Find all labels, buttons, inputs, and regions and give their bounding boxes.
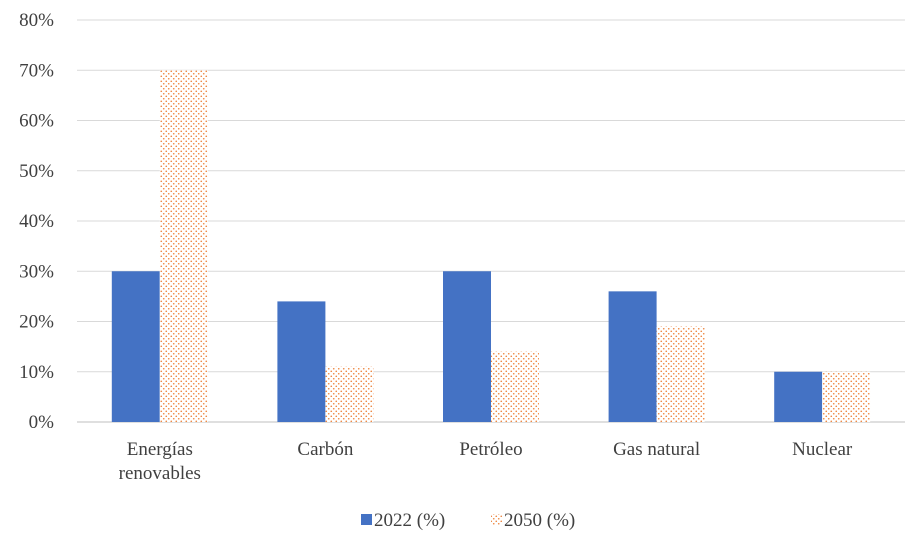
bars [111, 70, 871, 422]
x-axis-categories: Energías renovables Carbón Petróleo Gas natu… [119, 439, 853, 484]
bar-series-1 [774, 371, 823, 422]
x-category-label: Energías renovables [119, 439, 201, 484]
legend-swatch [361, 514, 372, 525]
y-tick-label: 70% [19, 60, 54, 81]
bar-series-2 [491, 351, 539, 422]
x-category-label: Gas natural [613, 439, 700, 460]
y-tick-label: 50% [19, 161, 54, 182]
y-tick-label: 30% [19, 261, 54, 282]
y-tick-label: 10% [19, 362, 54, 383]
y-axis-ticks: 0% 10% 20% 30% 40% 50% 60% 70% 80% [19, 10, 54, 433]
gridlines [77, 19, 905, 423]
x-category-label: Nuclear [792, 439, 853, 460]
y-tick-label: 20% [19, 312, 54, 333]
bar-series-2 [656, 326, 705, 422]
y-tick-label: 60% [19, 111, 54, 132]
bar-series-1 [608, 291, 657, 422]
y-tick-label: 80% [19, 10, 54, 31]
bar-series-1 [277, 301, 326, 422]
legend-swatch [491, 514, 502, 525]
y-tick-label: 40% [19, 211, 54, 232]
legend-label: 2022 (%) [374, 510, 445, 531]
bar-series-2 [159, 70, 208, 422]
bar-series-2 [822, 371, 871, 422]
y-tick-label: 0% [29, 412, 55, 433]
x-category-label: Carbón [297, 439, 353, 460]
bar-series-2 [325, 366, 374, 422]
x-category-label: Petróleo [459, 439, 522, 460]
bar-series-1 [443, 271, 491, 422]
legend-label: 2050 (%) [504, 510, 575, 531]
bar-series-1 [111, 271, 160, 422]
legend: 2022 (%) 2050 (%) [361, 510, 575, 531]
